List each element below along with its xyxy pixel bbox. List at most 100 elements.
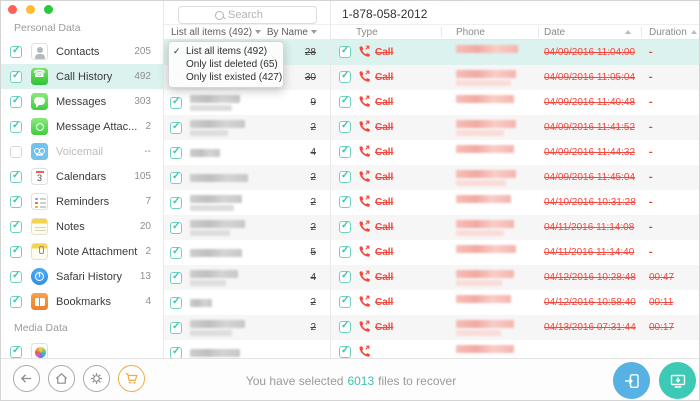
checkbox[interactable] (170, 246, 182, 259)
sidebar-item-message-attachment[interactable]: Message Attac... 2 (1, 114, 163, 139)
checkbox[interactable] (170, 296, 182, 309)
checkbox[interactable] (10, 120, 22, 133)
sidebar-item-photos[interactable] (1, 339, 163, 358)
dropdown-menu-item[interactable]: ✓ Only list existed (427) (169, 71, 283, 84)
list-item[interactable]: 5 (164, 240, 330, 265)
minimize-window-button[interactable] (26, 5, 35, 14)
checkbox[interactable] (339, 95, 351, 108)
column-header-phone[interactable]: Phone (456, 27, 485, 38)
checkbox[interactable] (170, 321, 182, 334)
list-item[interactable]: 2 (164, 290, 330, 315)
sort-ascending-icon[interactable] (691, 30, 697, 34)
checkbox[interactable] (10, 95, 22, 108)
dropdown-menu-item[interactable]: ✓ Only list deleted (65) (169, 58, 283, 71)
sidebar-item-call-history[interactable]: Call History 492 (1, 64, 163, 89)
list-item[interactable] (164, 340, 330, 358)
filter-dropdown-button[interactable]: List all items (492) (171, 27, 262, 38)
search-icon (215, 10, 224, 20)
table-row[interactable]: Call 04/09/2016 11:04:00 - (331, 40, 699, 65)
checkbox[interactable] (170, 271, 182, 284)
table-row[interactable]: Call 04/11/2016 11:14:40 - (331, 240, 699, 265)
sidebar-item-reminders[interactable]: Reminders 7 (1, 189, 163, 214)
check-icon: ✓ (173, 46, 181, 56)
sidebar-item-contacts[interactable]: Contacts 205 (1, 39, 163, 64)
checkbox[interactable] (170, 221, 182, 234)
list-item[interactable]: 2 (164, 165, 330, 190)
search-box[interactable] (178, 6, 317, 24)
column-header-date[interactable]: Date (544, 27, 566, 38)
checkbox[interactable] (10, 70, 22, 83)
recover-to-device-button[interactable] (613, 362, 650, 399)
checkbox[interactable] (339, 245, 351, 258)
checkbox[interactable] (339, 220, 351, 233)
table-row[interactable]: Call 04/09/2016 11:41:52 - (331, 115, 699, 140)
list-item[interactable]: 2 (164, 315, 330, 340)
table-row[interactable]: Call 04/10/2016 10:31:28 - (331, 190, 699, 215)
table-row[interactable]: Call 04/09/2016 11:05:04 - (331, 65, 699, 90)
list-item[interactable]: 2 (164, 215, 330, 240)
checkbox[interactable] (10, 170, 22, 183)
checkbox[interactable] (170, 196, 182, 209)
checkbox[interactable] (339, 345, 351, 358)
zoom-window-button[interactable] (44, 5, 53, 14)
dropdown-menu-item[interactable]: ✓ List all items (492) (169, 45, 283, 58)
store-button[interactable] (118, 365, 145, 392)
sidebar-item-bookmarks[interactable]: Bookmarks 4 (1, 289, 163, 314)
sort-ascending-icon[interactable] (625, 30, 631, 34)
settings-button[interactable] (83, 365, 110, 392)
sidebar-item-messages[interactable]: Messages 303 (1, 89, 163, 114)
table-row[interactable]: Call 04/09/2016 11:45:04 - (331, 165, 699, 190)
checkbox[interactable] (10, 45, 22, 58)
dropdown-item-label: List all items (492) (186, 46, 268, 57)
checkbox[interactable] (339, 145, 351, 158)
checkbox[interactable] (339, 295, 351, 308)
list-item[interactable]: 4 (164, 265, 330, 290)
sidebar-item-notes[interactable]: Notes 20 (1, 214, 163, 239)
list-item[interactable]: 9 (164, 90, 330, 115)
checkbox[interactable] (339, 195, 351, 208)
checkbox[interactable] (10, 270, 22, 283)
checkbox[interactable] (10, 195, 22, 208)
checkbox[interactable] (170, 346, 182, 358)
column-header-type[interactable]: Type (356, 27, 378, 38)
search-input[interactable] (228, 9, 280, 21)
sidebar-item-voicemail[interactable]: Voicemail -- (1, 139, 163, 164)
back-button[interactable] (13, 365, 40, 392)
close-window-button[interactable] (8, 5, 17, 14)
checkbox[interactable] (170, 171, 182, 184)
checkbox[interactable] (170, 121, 182, 134)
sidebar-item-note-attachment[interactable]: Note Attachment 2 (1, 239, 163, 264)
table-row[interactable]: Call 04/12/2016 10:58:40 00:11 (331, 290, 699, 315)
checkbox[interactable] (170, 96, 182, 109)
column-header-duration[interactable]: Duration (649, 27, 687, 38)
checkbox[interactable] (339, 320, 351, 333)
sidebar-item-calendars[interactable]: Calendars 105 (1, 164, 163, 189)
sidebar-item-label: Call History (56, 70, 113, 83)
checkbox[interactable] (339, 70, 351, 83)
checkbox[interactable] (339, 120, 351, 133)
checkbox[interactable] (10, 220, 22, 233)
sort-dropdown-button[interactable]: By Name (267, 27, 317, 38)
recover-to-computer-button[interactable] (659, 362, 696, 399)
list-item[interactable]: 4 (164, 140, 330, 165)
list-item[interactable]: 2 (164, 115, 330, 140)
checkbox[interactable] (339, 270, 351, 283)
table-row[interactable]: Call 04/11/2016 11:14:08 - (331, 215, 699, 240)
sidebar-item-safari-history[interactable]: Safari History 13 (1, 264, 163, 289)
home-button[interactable] (48, 365, 75, 392)
list-item[interactable]: 2 (164, 190, 330, 215)
redacted-name (190, 319, 245, 336)
checkbox[interactable] (339, 45, 351, 58)
checkbox[interactable] (10, 295, 22, 308)
checkbox[interactable] (10, 245, 22, 258)
table-row[interactable]: Call 04/09/2016 11:44:32 - (331, 140, 699, 165)
table-row[interactable] (331, 340, 699, 358)
table-row[interactable]: Call 04/09/2016 11:40:48 - (331, 90, 699, 115)
table-row[interactable]: Call 04/13/2016 07:31:44 00:17 (331, 315, 699, 340)
checkbox[interactable] (170, 146, 182, 159)
checkbox[interactable] (10, 145, 22, 158)
checkbox[interactable] (10, 345, 22, 358)
checkbox[interactable] (339, 170, 351, 183)
table-row[interactable]: Call 04/12/2016 10:28:48 00:47 (331, 265, 699, 290)
